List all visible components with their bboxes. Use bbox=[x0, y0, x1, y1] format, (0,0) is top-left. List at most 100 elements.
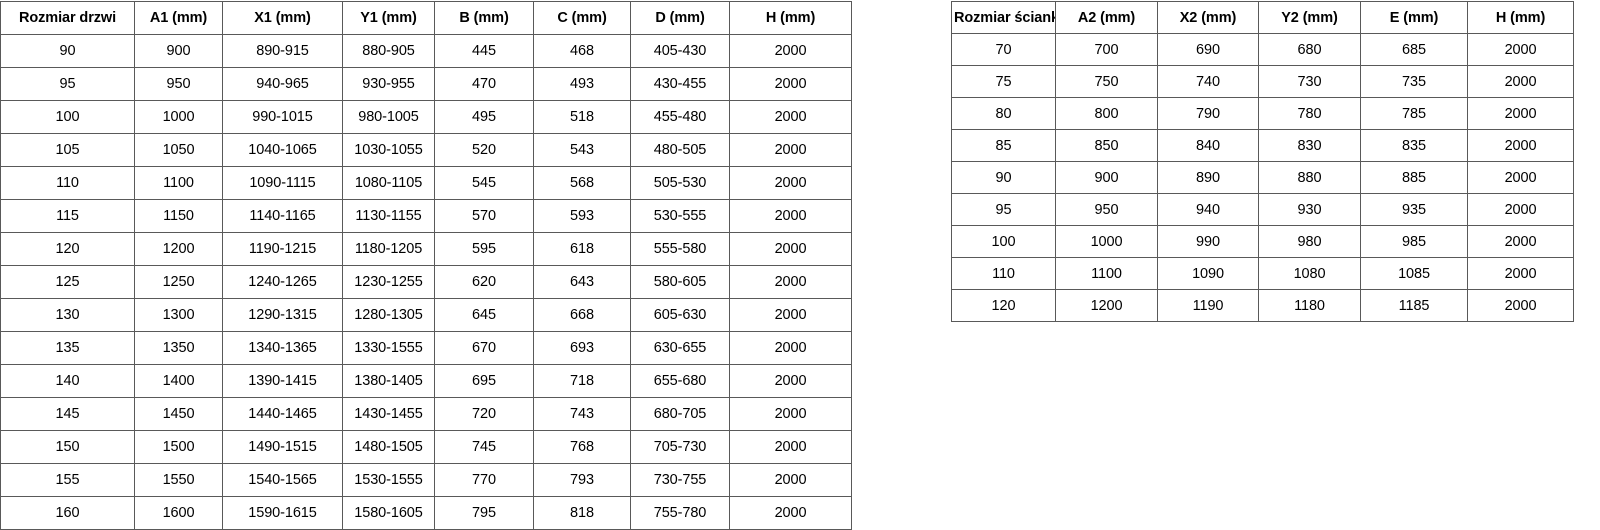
walls-cell: 850 bbox=[1055, 129, 1158, 162]
doors-cell: 900 bbox=[134, 34, 223, 68]
doors-cell: 1130-1155 bbox=[342, 199, 435, 233]
doors-cell: 1290-1315 bbox=[222, 298, 343, 332]
doors-header-row: Rozmiar drzwi A1 (mm) X1 (mm) Y1 (mm) B (mm)… bbox=[0, 1, 852, 35]
doors-cell: 1240-1265 bbox=[222, 265, 343, 299]
doors-cell: 150 bbox=[0, 430, 135, 464]
doors-cell: 1090-1115 bbox=[222, 166, 343, 200]
walls-cell: 2000 bbox=[1467, 129, 1574, 162]
walls-table-row: 95 950 940 930 935 2000 bbox=[951, 193, 1574, 226]
doors-cell: 2000 bbox=[729, 67, 852, 101]
doors-cell: 1180-1205 bbox=[342, 232, 435, 266]
doors-cell: 2000 bbox=[729, 100, 852, 134]
doors-cell: 695 bbox=[434, 364, 534, 398]
doors-cell: 580-605 bbox=[630, 265, 730, 299]
walls-cell: 840 bbox=[1157, 129, 1259, 162]
walls-cell: 880 bbox=[1258, 161, 1361, 194]
doors-cell: 445 bbox=[434, 34, 534, 68]
doors-cell: 2000 bbox=[729, 463, 852, 497]
walls-cell: 2000 bbox=[1467, 161, 1574, 194]
walls-cell: 835 bbox=[1360, 129, 1468, 162]
walls-table-row: 120 1200 1190 1180 1185 2000 bbox=[951, 289, 1574, 322]
walls-column-header: Y2 (mm) bbox=[1258, 1, 1361, 34]
doors-cell: 1600 bbox=[134, 496, 223, 530]
doors-cell: 670 bbox=[434, 331, 534, 365]
doors-table-row: 120 1200 1190-1215 1180-1205 595 618 555-580 20… bbox=[0, 232, 852, 266]
doors-cell: 2000 bbox=[729, 496, 852, 530]
walls-cell: 985 bbox=[1360, 225, 1468, 258]
walls-cell: 1100 bbox=[1055, 257, 1158, 290]
doors-cell: 530-555 bbox=[630, 199, 730, 233]
walls-cell: 885 bbox=[1360, 161, 1468, 194]
doors-cell: 1300 bbox=[134, 298, 223, 332]
walls-cell: 2000 bbox=[1467, 65, 1574, 98]
walls-column-header: E (mm) bbox=[1360, 1, 1468, 34]
walls-cell: 750 bbox=[1055, 65, 1158, 98]
doors-column-header: D (mm) bbox=[630, 1, 730, 35]
doors-cell: 520 bbox=[434, 133, 534, 167]
doors-cell: 1250 bbox=[134, 265, 223, 299]
doors-table-row: 140 1400 1390-1415 1380-1405 695 718 655-680 20… bbox=[0, 364, 852, 398]
doors-cell: 1450 bbox=[134, 397, 223, 431]
walls-cell: 2000 bbox=[1467, 193, 1574, 226]
doors-cell: 990-1015 bbox=[222, 100, 343, 134]
walls-cell: 120 bbox=[951, 289, 1056, 322]
doors-cell: 655-680 bbox=[630, 364, 730, 398]
doors-cell: 1350 bbox=[134, 331, 223, 365]
doors-cell: 770 bbox=[434, 463, 534, 497]
doors-cell: 1590-1615 bbox=[222, 496, 343, 530]
walls-cell: 780 bbox=[1258, 97, 1361, 130]
walls-table-body: 70 700 690 680 685 2000 75 750 740 730 735 2000 80 80… bbox=[951, 33, 1574, 322]
doors-cell: 693 bbox=[533, 331, 631, 365]
doors-cell: 1050 bbox=[134, 133, 223, 167]
walls-column-header: X2 (mm) bbox=[1157, 1, 1259, 34]
doors-cell: 768 bbox=[533, 430, 631, 464]
doors-cell: 1340-1365 bbox=[222, 331, 343, 365]
doors-cell: 2000 bbox=[729, 364, 852, 398]
doors-cell: 618 bbox=[533, 232, 631, 266]
doors-table-row: 145 1450 1440-1465 1430-1455 720 743 680-705 20… bbox=[0, 397, 852, 431]
doors-cell: 468 bbox=[533, 34, 631, 68]
walls-cell: 950 bbox=[1055, 193, 1158, 226]
walls-table-row: 85 850 840 830 835 2000 bbox=[951, 129, 1574, 162]
doors-cell: 1200 bbox=[134, 232, 223, 266]
walls-cell: 110 bbox=[951, 257, 1056, 290]
walls-cell: 1090 bbox=[1157, 257, 1259, 290]
doors-cell: 160 bbox=[0, 496, 135, 530]
doors-cell: 890-915 bbox=[222, 34, 343, 68]
doors-table-row: 150 1500 1490-1515 1480-1505 745 768 705-730 20… bbox=[0, 430, 852, 464]
doors-cell: 95 bbox=[0, 67, 135, 101]
doors-dimensions-table: Rozmiar drzwi A1 (mm) X1 (mm) Y1 (mm) B (mm)… bbox=[0, 1, 852, 530]
doors-cell: 1490-1515 bbox=[222, 430, 343, 464]
walls-cell: 1085 bbox=[1360, 257, 1468, 290]
doors-cell: 1040-1065 bbox=[222, 133, 343, 167]
doors-cell: 495 bbox=[434, 100, 534, 134]
walls-cell: 2000 bbox=[1467, 97, 1574, 130]
doors-cell: 90 bbox=[0, 34, 135, 68]
walls-cell: 75 bbox=[951, 65, 1056, 98]
doors-cell: 1190-1215 bbox=[222, 232, 343, 266]
doors-cell: 493 bbox=[533, 67, 631, 101]
doors-column-header: X1 (mm) bbox=[222, 1, 343, 35]
doors-cell: 1550 bbox=[134, 463, 223, 497]
doors-cell: 1100 bbox=[134, 166, 223, 200]
doors-cell: 518 bbox=[533, 100, 631, 134]
doors-column-header: Rozmiar drzwi bbox=[0, 1, 135, 35]
doors-cell: 100 bbox=[0, 100, 135, 134]
doors-cell: 140 bbox=[0, 364, 135, 398]
doors-cell: 1230-1255 bbox=[342, 265, 435, 299]
doors-cell: 2000 bbox=[729, 133, 852, 167]
doors-table-row: 135 1350 1340-1365 1330-1555 670 693 630-655 20… bbox=[0, 331, 852, 365]
doors-table-row: 125 1250 1240-1265 1230-1255 620 643 580-605 20… bbox=[0, 265, 852, 299]
walls-cell: 735 bbox=[1360, 65, 1468, 98]
walls-cell: 1185 bbox=[1360, 289, 1468, 322]
doors-cell: 568 bbox=[533, 166, 631, 200]
doors-table-head: Rozmiar drzwi A1 (mm) X1 (mm) Y1 (mm) B (mm)… bbox=[0, 1, 852, 35]
doors-cell: 643 bbox=[533, 265, 631, 299]
walls-column-header: Rozmiar ścianki bbox=[951, 1, 1056, 34]
walls-cell: 740 bbox=[1157, 65, 1259, 98]
doors-cell: 135 bbox=[0, 331, 135, 365]
doors-cell: 1480-1505 bbox=[342, 430, 435, 464]
doors-cell: 2000 bbox=[729, 199, 852, 233]
doors-column-header: H (mm) bbox=[729, 1, 852, 35]
doors-table-container: Rozmiar drzwi A1 (mm) X1 (mm) Y1 (mm) B (mm)… bbox=[0, 1, 852, 530]
